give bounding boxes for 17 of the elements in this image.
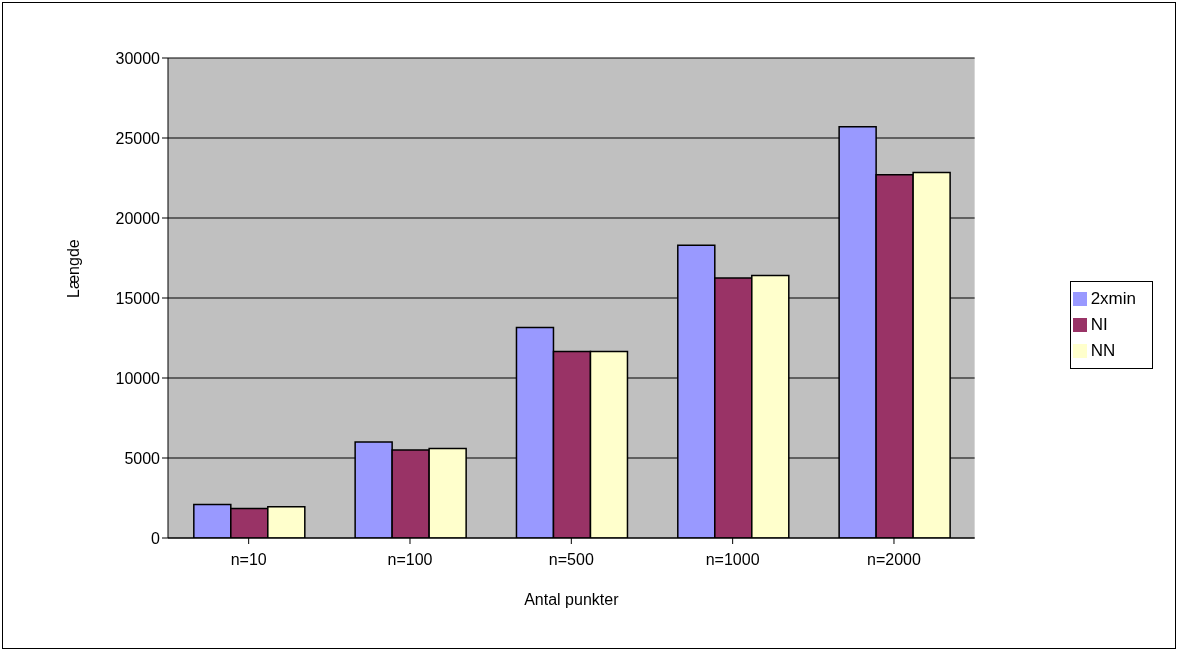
x-tick-label: n=1000 <box>705 551 760 569</box>
y-axis-title: Længde <box>64 239 82 298</box>
y-tick-label: 30000 <box>115 49 161 67</box>
x-axis-title: Antal punkter <box>524 591 620 609</box>
x-tick-label: n=500 <box>548 551 594 569</box>
legend-label: NN <box>1090 340 1116 360</box>
x-tick-label: n=100 <box>387 551 433 569</box>
y-tick-label: 5000 <box>124 449 161 467</box>
x-tick-label: n=10 <box>230 551 267 569</box>
y-tick-label: 0 <box>151 529 161 547</box>
legend-label: 2xmin <box>1090 288 1136 308</box>
x-tick-label: n=2000 <box>867 551 921 569</box>
y-tick-label: 15000 <box>115 289 161 307</box>
y-tick-label: 25000 <box>115 129 161 147</box>
y-tick-label: 20000 <box>115 209 161 227</box>
legend-label: NI <box>1090 314 1108 334</box>
y-tick-label: 10000 <box>115 369 161 387</box>
